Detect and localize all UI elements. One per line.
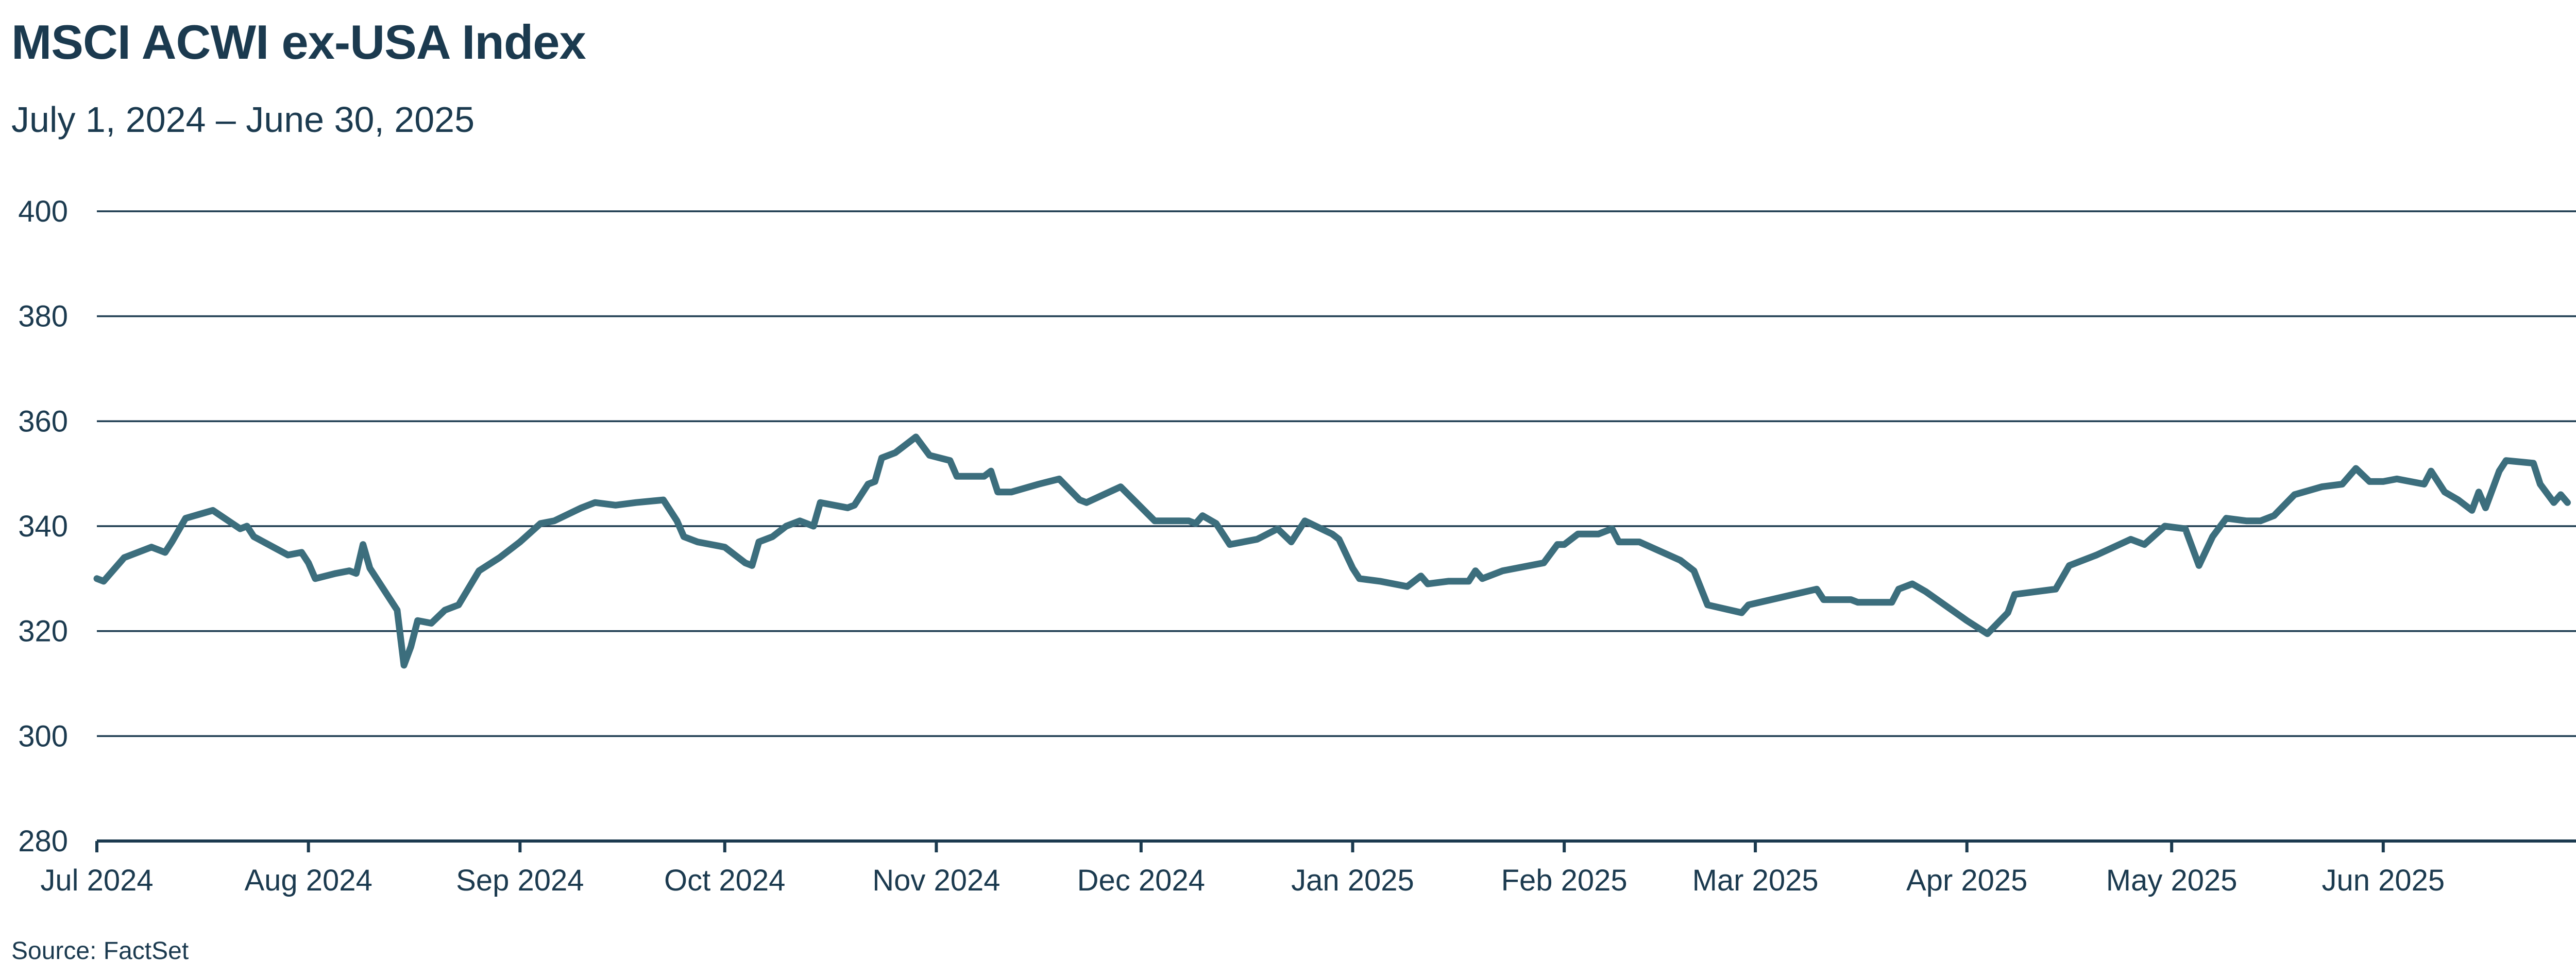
gridlines [97, 210, 2576, 843]
y-tick-label: 280 [18, 825, 68, 858]
x-tick-label: Feb 2025 [1501, 864, 1628, 897]
y-tick-label: 320 [18, 615, 68, 648]
y-axis-labels: 280 300 320 340 360 380 400 [18, 195, 68, 858]
series-layer [93, 433, 2571, 669]
x-tick-label: Aug 2024 [244, 864, 372, 897]
x-axis: Jul 2024 Aug 2024 Sep 2024 Oct 2024 Nov 2024… [40, 841, 2445, 897]
x-tick-label: Jan 2025 [1291, 864, 1414, 897]
y-tick-label: 380 [18, 300, 68, 333]
y-tick-label: 340 [18, 510, 68, 543]
x-tick-label: Sep 2024 [456, 864, 584, 897]
y-tick-label: 360 [18, 405, 68, 438]
chart-title: MSCI ACWI ex-USA Index [11, 15, 586, 69]
source-note: Source: FactSet [11, 937, 189, 965]
y-tick-label: 300 [18, 719, 68, 753]
x-tick-label: Mar 2025 [1692, 864, 1819, 897]
x-tick-label: Jun 2025 [2322, 864, 2445, 897]
x-tick-label: Jul 2024 [40, 864, 153, 897]
x-tick-label: Apr 2025 [1906, 864, 2027, 897]
x-tick-label: Nov 2024 [872, 864, 1000, 897]
y-tick-label: 400 [18, 195, 68, 228]
series-line [93, 433, 2571, 669]
x-tick-label: Oct 2024 [664, 864, 785, 897]
chart-subtitle: July 1, 2024 – June 30, 2025 [11, 99, 475, 140]
x-tick-label: May 2025 [2106, 864, 2238, 897]
x-tick-label: Dec 2024 [1077, 864, 1205, 897]
